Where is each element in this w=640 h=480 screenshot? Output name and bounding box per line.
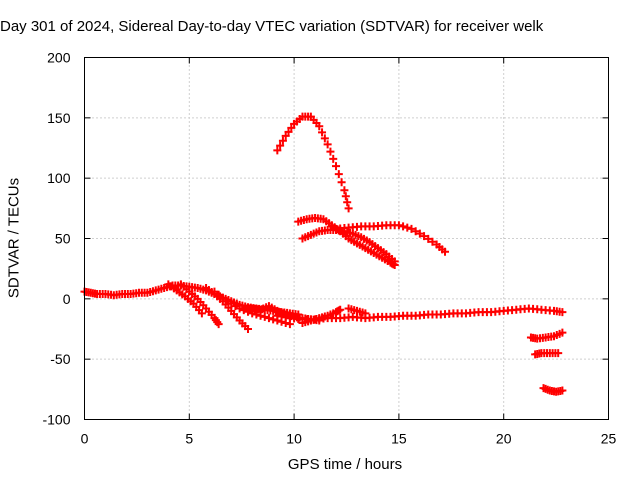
data-point: [424, 234, 433, 243]
data-point: [558, 386, 567, 395]
data-point: [332, 162, 341, 171]
data-point: [318, 128, 327, 137]
data-point: [214, 290, 223, 299]
data-point: [329, 154, 338, 163]
x-tick-label: 0: [81, 431, 89, 447]
data-point: [243, 325, 252, 333]
chart-title: Day 301 of 2024, Sidereal Day-to-day VTE…: [0, 18, 544, 35]
data-point: [278, 136, 287, 145]
series-arc-late-2: [531, 349, 563, 359]
data-point: [223, 297, 232, 306]
data-point: [403, 223, 412, 232]
data-point: [394, 221, 403, 230]
data-point: [260, 312, 269, 321]
data-point: [340, 186, 349, 195]
data-point: [554, 349, 563, 358]
series-arc-late-3: [539, 384, 567, 396]
data-point: [558, 328, 567, 337]
data-point: [441, 247, 450, 256]
x-tick-label: 20: [496, 431, 512, 447]
data-point: [341, 192, 350, 201]
data-point: [361, 309, 370, 318]
data-point: [326, 147, 335, 156]
data-point: [390, 257, 399, 266]
y-tick-label: 50: [55, 231, 71, 247]
x-tick-label: 5: [185, 431, 193, 447]
data-point: [214, 320, 223, 329]
y-tick-label: 0: [63, 291, 71, 307]
series-arc-short-12.6: [344, 304, 370, 318]
series-arc-long: [273, 304, 567, 324]
series-arc-decline-2: [176, 280, 223, 329]
y-tick-label: 150: [47, 110, 71, 126]
x-tick-label: 25: [601, 431, 617, 447]
data-point: [336, 305, 345, 314]
x-tick-label: 15: [391, 431, 407, 447]
data-point: [415, 229, 424, 238]
data-point: [344, 204, 353, 213]
data-point: [210, 287, 219, 296]
data-point: [197, 309, 206, 318]
series-arc-upper-3: [332, 221, 450, 256]
axis-ticks: 0 5 10 15 20 25 -100 -50 0 50 100 150 200: [42, 50, 616, 447]
x-tick-label: 10: [286, 431, 302, 447]
y-tick-label: -50: [50, 351, 70, 367]
data-point: [320, 134, 329, 143]
data-point: [252, 310, 261, 319]
data-point: [334, 170, 343, 179]
data-point: [273, 146, 282, 155]
data-point: [269, 315, 278, 324]
data-point: [218, 294, 227, 303]
data-point: [399, 222, 408, 231]
series-arc-late-1: [526, 328, 567, 343]
data-point: [411, 227, 420, 236]
x-axis-label: GPS time / hours: [287, 456, 403, 473]
y-tick-label: -100: [42, 412, 70, 428]
data-points: [80, 112, 567, 396]
y-tick-label: 200: [47, 50, 71, 66]
data-point: [264, 314, 273, 323]
data-point: [284, 127, 293, 136]
data-point: [343, 198, 352, 207]
data-point: [281, 131, 290, 140]
data-point: [428, 237, 437, 246]
data-point: [407, 224, 416, 233]
data-point: [287, 123, 296, 132]
series-arc-peak: [273, 112, 353, 213]
grid-lines: [84, 57, 609, 420]
data-point: [227, 299, 236, 308]
data-point: [231, 302, 240, 311]
data-point: [276, 141, 285, 150]
data-point: [420, 232, 429, 241]
data-point: [558, 308, 567, 317]
data-point: [323, 140, 332, 149]
data-point: [337, 178, 346, 187]
data-point: [315, 122, 324, 131]
series-arc-decline-1: [164, 280, 206, 318]
y-tick-label: 100: [47, 170, 71, 186]
